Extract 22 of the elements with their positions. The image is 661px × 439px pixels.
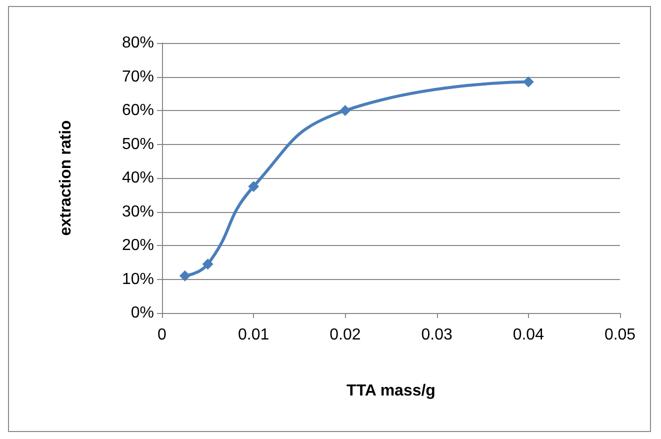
y-tick-label: 80% — [122, 34, 154, 52]
point — [179, 270, 190, 282]
y-tick-label: 50% — [122, 136, 154, 153]
y-tick-label: 20% — [122, 237, 154, 254]
x-tick-label: 0.03 — [421, 326, 452, 344]
x-tick-label: 0 — [158, 326, 167, 344]
y-tick-label: 30% — [122, 203, 154, 220]
y-tick-label: 70% — [122, 68, 154, 86]
y-tick-label: 10% — [122, 270, 154, 288]
point — [340, 105, 351, 116]
x-tick-label: 0.01 — [238, 326, 270, 344]
y-tick-label: 0% — [130, 304, 154, 322]
x-axis-title: TTA mass/g — [346, 382, 436, 400]
y-tick-label: 60% — [122, 102, 154, 119]
y-tick-label: 40% — [122, 170, 154, 186]
x-tick-label: 0.04 — [512, 326, 544, 344]
x-tick-label: 0.05 — [604, 326, 636, 344]
y-axis-title: extraction ratio — [58, 120, 74, 236]
point — [202, 258, 214, 270]
x-tick-label: 0.02 — [330, 326, 361, 344]
point — [248, 180, 260, 192]
point — [522, 76, 534, 88]
